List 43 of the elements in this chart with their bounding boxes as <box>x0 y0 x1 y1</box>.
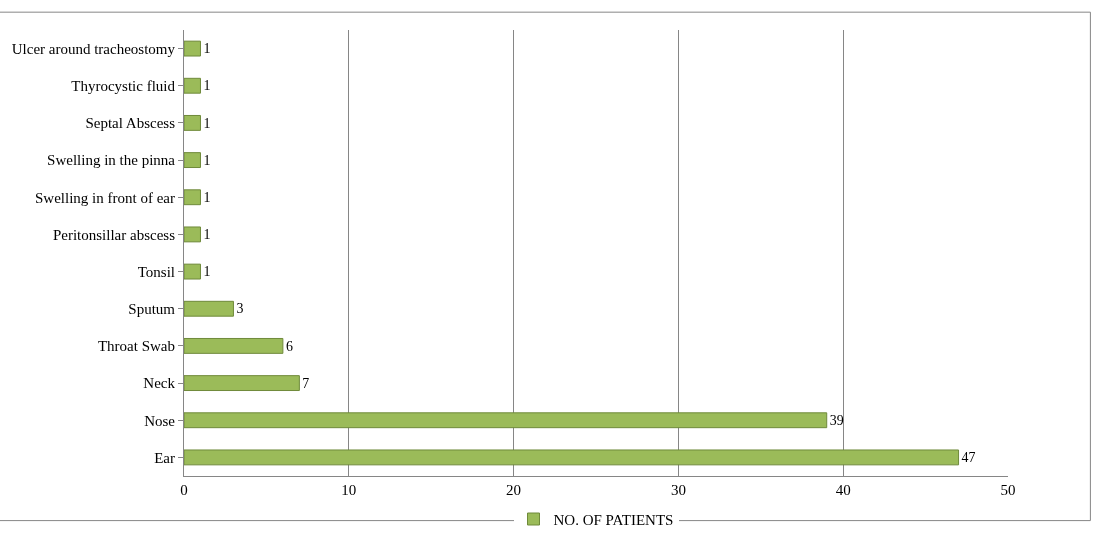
bar <box>184 412 828 429</box>
y-tick-label: Nose <box>144 412 176 429</box>
y-tick-label: Swelling in the pinna <box>47 152 176 169</box>
x-tick-label: 50 <box>1000 482 1016 498</box>
data-label: 1 <box>203 78 211 94</box>
y-tick-label: Sputum <box>128 301 176 317</box>
bar <box>184 375 300 392</box>
data-label: 1 <box>203 227 211 243</box>
x-tick-label: 40 <box>835 482 851 498</box>
y-tick-label: Swelling in front of ear <box>35 189 175 206</box>
data-label: 1 <box>203 152 211 168</box>
bar <box>184 114 201 131</box>
data-label: 39 <box>829 412 844 428</box>
data-label: 1 <box>203 41 211 57</box>
data-label: 1 <box>203 189 211 205</box>
bar <box>184 189 201 206</box>
y-tick-label: Peritonsillar abscess <box>52 226 176 243</box>
x-tick-label: 10 <box>341 482 357 498</box>
bar <box>184 40 201 57</box>
y-tick-label: Neck <box>143 375 176 392</box>
data-label: 1 <box>203 115 211 131</box>
data-label: 1 <box>203 264 211 280</box>
bar <box>184 226 201 243</box>
bar <box>184 337 284 354</box>
bar <box>184 449 960 466</box>
y-tick-label: Ear <box>154 449 175 466</box>
x-tick-label: 0 <box>180 482 188 498</box>
y-tick-label: Ulcer around tracheostomy <box>11 40 176 57</box>
bar <box>184 152 201 169</box>
data-label: 6 <box>285 338 293 354</box>
y-tick-label: Throat Swab <box>97 338 175 355</box>
bar <box>184 77 201 94</box>
bar <box>184 300 234 317</box>
data-label: 47 <box>961 450 976 466</box>
bar <box>184 263 201 280</box>
x-tick-label: 20 <box>506 482 522 498</box>
y-tick-label: Thyrocystic fluid <box>71 78 176 94</box>
data-label: 3 <box>236 301 244 317</box>
x-tick-label: 30 <box>670 482 686 498</box>
y-tick-label: Tonsil <box>137 263 175 280</box>
data-label: 7 <box>302 375 310 391</box>
legend-label: NO. OF PATIENTS <box>553 511 674 528</box>
y-tick-label: Septal Abscess <box>85 115 176 132</box>
